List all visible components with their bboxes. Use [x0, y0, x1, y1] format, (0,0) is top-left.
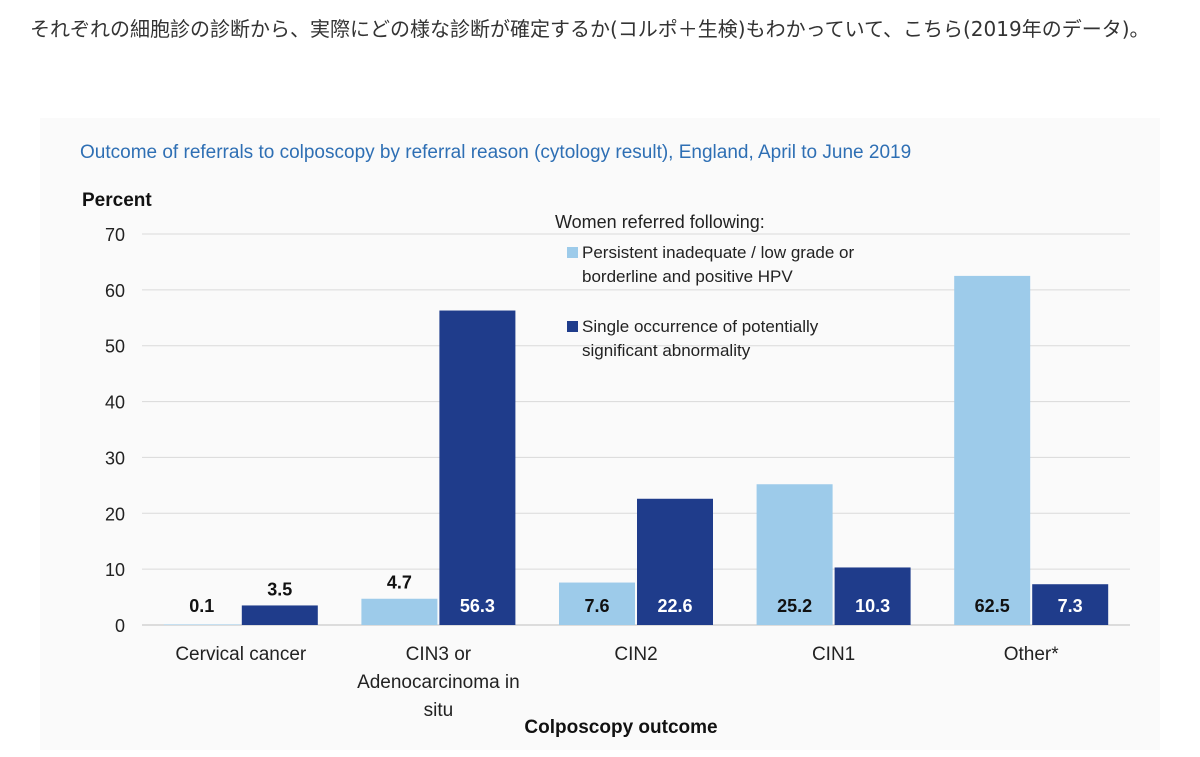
legend-label: significant abnormality: [582, 341, 751, 360]
bar-single-3: [834, 567, 911, 625]
intro-paragraph: それぞれの細胞診の診断から、実際にどの様な診断が確定するか(コルポ＋生検)もわか…: [30, 17, 1150, 41]
data-label: 62.5: [975, 596, 1010, 616]
y-tick-label: 50: [105, 337, 125, 357]
x-axis-title: Colposcopy outcome: [524, 717, 717, 738]
chart-figure: Outcome of referrals to colposcopy by re…: [40, 118, 1160, 750]
x-tick-label: situ: [424, 700, 454, 721]
x-tick-label: Adenocarcinoma in: [357, 672, 520, 693]
legend-swatch: [567, 247, 578, 258]
chart-title: Outcome of referrals to colposcopy by re…: [80, 142, 911, 163]
bar-chart: Outcome of referrals to colposcopy by re…: [80, 142, 1130, 738]
legend-swatch: [567, 321, 578, 332]
x-tick-label: CIN2: [614, 644, 657, 665]
data-label: 10.3: [855, 596, 890, 616]
bar-persistent-0: [163, 624, 240, 625]
legend-label: Persistent inadequate / low grade or: [582, 243, 855, 262]
y-tick-label: 10: [105, 560, 125, 580]
bar-persistent-4: [954, 275, 1031, 625]
data-label: 4.7: [387, 573, 412, 593]
data-label: 56.3: [460, 596, 495, 616]
y-tick-label: 70: [105, 225, 125, 245]
y-axis-label: Percent: [82, 190, 152, 211]
data-label: 7.3: [1058, 596, 1083, 616]
x-tick-label: Other*: [1004, 644, 1060, 665]
data-label: 3.5: [267, 579, 292, 599]
bar-persistent-3: [756, 484, 833, 625]
bar-single-0: [241, 605, 318, 625]
y-tick-label: 20: [105, 504, 125, 524]
bar-persistent-1: [361, 598, 438, 625]
y-tick-label: 60: [105, 281, 125, 301]
legend-label: borderline and positive HPV: [582, 267, 793, 286]
y-tick-label: 40: [105, 393, 125, 413]
y-tick-label: 0: [115, 616, 125, 636]
x-tick-label: CIN3 or: [406, 644, 472, 665]
data-label: 7.6: [584, 596, 609, 616]
legend-title: Women referred following:: [555, 212, 765, 232]
bar-single-2: [637, 498, 713, 625]
bar-single-1: [439, 310, 516, 625]
bar-single-4: [1032, 584, 1109, 625]
data-label: 0.1: [189, 596, 214, 616]
x-tick-label: Cervical cancer: [175, 644, 307, 665]
legend-label: Single occurrence of potentially: [582, 317, 819, 336]
bar-persistent-2: [559, 582, 635, 625]
data-label: 25.2: [777, 596, 812, 616]
y-tick-label: 30: [105, 448, 125, 468]
x-tick-label: CIN1: [812, 644, 855, 665]
data-label: 22.6: [657, 596, 692, 616]
